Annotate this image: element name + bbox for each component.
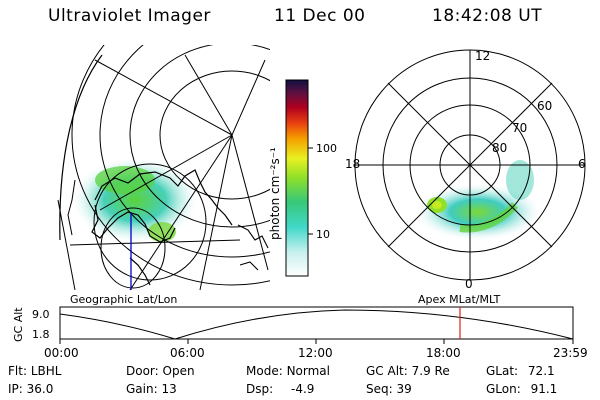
mlt-label-12: 12 bbox=[475, 49, 490, 63]
mlat-label-70: 70 bbox=[512, 121, 527, 135]
colorbar-label: photon cm⁻²s⁻¹ bbox=[268, 147, 282, 240]
door-info: Door: Open bbox=[126, 364, 195, 378]
geographic-map bbox=[57, 45, 270, 290]
instrument-title: Ultraviolet Imager bbox=[48, 6, 211, 26]
time-tick-2359: 23:59 bbox=[553, 346, 588, 360]
observation-time: 18:42:08 UT bbox=[432, 6, 543, 26]
gc-alt-info: GC Alt: 7.9 Re bbox=[366, 364, 450, 378]
altitude-ytick-bottom: 1.8 bbox=[32, 328, 50, 341]
left-map-label: Geographic Lat/Lon bbox=[70, 293, 177, 306]
colorbar-tick-10: 10 bbox=[316, 228, 330, 241]
polar-mlat-mlt-plot: 12 18 6 0 60 70 80 bbox=[345, 49, 586, 291]
time-tick-0000: 00:00 bbox=[44, 346, 79, 360]
colorbar-tick-100: 100 bbox=[316, 142, 337, 155]
mlt-label-18: 18 bbox=[345, 157, 360, 171]
altitude-axis-label: GC Alt bbox=[12, 307, 25, 342]
aurora-emission-polar bbox=[416, 184, 540, 240]
mlt-label-6: 6 bbox=[578, 157, 586, 171]
time-tick-0600: 06:00 bbox=[170, 346, 205, 360]
seq-info: Seq: 39 bbox=[366, 382, 412, 396]
colorbar bbox=[285, 79, 309, 277]
mode-info: Mode: Normal bbox=[246, 364, 330, 378]
glon-info: GLon: 91.1 bbox=[486, 382, 558, 396]
mlat-label-80: 80 bbox=[492, 141, 507, 155]
mlat-label-60: 60 bbox=[537, 99, 552, 113]
gain-info: Gain: 13 bbox=[126, 382, 177, 396]
altitude-timeline: GC Alt 9.0 1.8 00:00 06:00 12:00 18:00 2… bbox=[12, 306, 588, 360]
right-map-label: Apex MLat/MLT bbox=[418, 293, 501, 306]
mlt-label-0: 0 bbox=[465, 277, 473, 291]
altitude-ytick-top: 9.0 bbox=[32, 308, 50, 321]
glat-info: GLat: 72.1 bbox=[486, 364, 555, 378]
dsp-info: Dsp: -4.9 bbox=[246, 382, 315, 396]
time-tick-1800: 18:00 bbox=[426, 346, 461, 360]
time-tick-1200: 12:00 bbox=[298, 346, 333, 360]
filter-info: Flt: LBHL bbox=[8, 364, 62, 378]
observation-date: 11 Dec 00 bbox=[274, 6, 366, 26]
ip-info: IP: 36.0 bbox=[8, 382, 54, 396]
